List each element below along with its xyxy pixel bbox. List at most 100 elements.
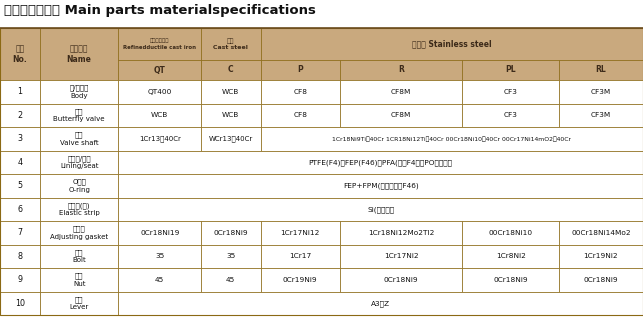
- Bar: [201, 60, 260, 80]
- Bar: [118, 151, 643, 174]
- Text: 0Cr18Ni9: 0Cr18Ni9: [493, 277, 528, 283]
- Text: 1Cr17: 1Cr17: [289, 253, 311, 259]
- Text: 手柄
Lever: 手柄 Lever: [69, 296, 89, 310]
- Bar: [340, 60, 462, 80]
- Bar: [0, 244, 40, 268]
- Bar: [40, 103, 118, 127]
- Bar: [559, 103, 643, 127]
- Text: 8: 8: [17, 252, 23, 261]
- Text: 35: 35: [226, 253, 235, 259]
- Text: 1Cr17Ni12: 1Cr17Ni12: [280, 230, 320, 236]
- Bar: [0, 80, 40, 103]
- Bar: [40, 268, 118, 292]
- Text: 0Cr18Ni19: 0Cr18Ni19: [140, 230, 179, 236]
- Bar: [340, 221, 462, 244]
- Text: 0Cr18Ni9: 0Cr18Ni9: [213, 230, 248, 236]
- Bar: [462, 268, 559, 292]
- Text: P: P: [297, 66, 303, 74]
- Bar: [201, 103, 260, 127]
- Text: 1Cr18Ni9Ti、40Cr 1CR18Ni12Ti、40Cr 00Cr18Ni10、40Cr 00Cr17Ni14mO2、40Cr: 1Cr18Ni9Ti、40Cr 1CR18Ni12Ti、40Cr 00Cr18N…: [332, 136, 571, 142]
- Text: 调节垫
Adjusting gasket: 调节垫 Adjusting gasket: [50, 226, 108, 240]
- Text: 45: 45: [226, 277, 235, 283]
- Text: 45: 45: [155, 277, 165, 283]
- Text: 蝶板
Butterfly valve: 蝶板 Butterfly valve: [53, 108, 105, 122]
- Bar: [462, 60, 559, 80]
- Text: 碳钢
Cast steel: 碳钢 Cast steel: [213, 38, 248, 50]
- Bar: [260, 268, 340, 292]
- Text: 精铸球墨铸铁
Refinedductile cast iron: 精铸球墨铸铁 Refinedductile cast iron: [123, 38, 196, 49]
- Text: 弹性条(垫)
Elastic strip: 弹性条(垫) Elastic strip: [59, 202, 100, 216]
- Bar: [118, 60, 201, 80]
- Bar: [260, 127, 643, 151]
- Text: WCr13、40Cr: WCr13、40Cr: [209, 135, 253, 142]
- Bar: [0, 197, 40, 221]
- Text: 0Cr18Ni9: 0Cr18Ni9: [384, 277, 419, 283]
- Bar: [40, 80, 118, 103]
- Bar: [201, 80, 260, 103]
- Bar: [0, 28, 40, 80]
- Bar: [118, 197, 643, 221]
- Bar: [40, 197, 118, 221]
- Bar: [559, 80, 643, 103]
- Bar: [462, 80, 559, 103]
- Bar: [0, 221, 40, 244]
- Text: FEP+FPM(氟橡胶外包F46): FEP+FPM(氟橡胶外包F46): [343, 183, 419, 189]
- Text: CF8M: CF8M: [391, 89, 411, 95]
- Bar: [559, 60, 643, 80]
- Bar: [118, 244, 201, 268]
- Bar: [40, 127, 118, 151]
- Text: 0Cr19Ni9: 0Cr19Ni9: [283, 277, 318, 283]
- Bar: [118, 103, 201, 127]
- Bar: [40, 28, 118, 80]
- Bar: [559, 244, 643, 268]
- Bar: [201, 221, 260, 244]
- Text: CF8M: CF8M: [391, 112, 411, 118]
- Bar: [118, 80, 201, 103]
- Text: 9: 9: [17, 275, 23, 284]
- Bar: [0, 174, 40, 197]
- Text: 主要零部件材料 Main parts materialspecifications: 主要零部件材料 Main parts materialspecification…: [4, 4, 316, 17]
- Text: 螺栓
Bolt: 螺栓 Bolt: [72, 249, 86, 263]
- Bar: [201, 28, 260, 60]
- Bar: [462, 221, 559, 244]
- Text: CF8: CF8: [293, 89, 307, 95]
- Text: 螺母
Nut: 螺母 Nut: [73, 273, 86, 287]
- Bar: [118, 174, 643, 197]
- Bar: [201, 268, 260, 292]
- Text: 1Cr17Ni2: 1Cr17Ni2: [384, 253, 419, 259]
- Bar: [0, 103, 40, 127]
- Text: WCB: WCB: [222, 112, 239, 118]
- Bar: [559, 268, 643, 292]
- Bar: [118, 127, 201, 151]
- Bar: [118, 268, 201, 292]
- Bar: [462, 103, 559, 127]
- Text: PTFE(F4)、FEP(F46)、PFA(可溶F4）、PO（絮烯）: PTFE(F4)、FEP(F46)、PFA(可溶F4）、PO（絮烯）: [309, 159, 453, 165]
- Bar: [260, 28, 643, 60]
- Text: 衬里层/阀座
Lining/seat: 衬里层/阀座 Lining/seat: [60, 155, 98, 169]
- Bar: [340, 103, 462, 127]
- Bar: [260, 103, 340, 127]
- Text: Si(硅橡胶）: Si(硅橡胶）: [367, 206, 394, 213]
- Text: 7: 7: [17, 228, 23, 237]
- Text: 6: 6: [17, 205, 23, 214]
- Text: CF3M: CF3M: [591, 112, 611, 118]
- Bar: [260, 244, 340, 268]
- Bar: [340, 268, 462, 292]
- Text: CF3: CF3: [503, 112, 518, 118]
- Text: R: R: [398, 66, 404, 74]
- Text: 零件名称
Name: 零件名称 Name: [67, 44, 91, 64]
- Bar: [0, 268, 40, 292]
- Text: QT400: QT400: [147, 89, 172, 95]
- Text: O型圈
O-ring: O型圈 O-ring: [68, 179, 90, 193]
- Text: 3: 3: [17, 134, 23, 143]
- Text: 00Cr18Ni14Mo2: 00Cr18Ni14Mo2: [571, 230, 631, 236]
- Bar: [340, 80, 462, 103]
- Bar: [40, 244, 118, 268]
- Text: CF3M: CF3M: [591, 89, 611, 95]
- Bar: [0, 151, 40, 174]
- Text: 1Cr8Ni2: 1Cr8Ni2: [496, 253, 525, 259]
- Text: 不锈钢 Stainless steel: 不锈钢 Stainless steel: [412, 40, 492, 49]
- Text: WCB: WCB: [151, 112, 168, 118]
- Text: RL: RL: [595, 66, 606, 74]
- Text: 1: 1: [17, 87, 23, 96]
